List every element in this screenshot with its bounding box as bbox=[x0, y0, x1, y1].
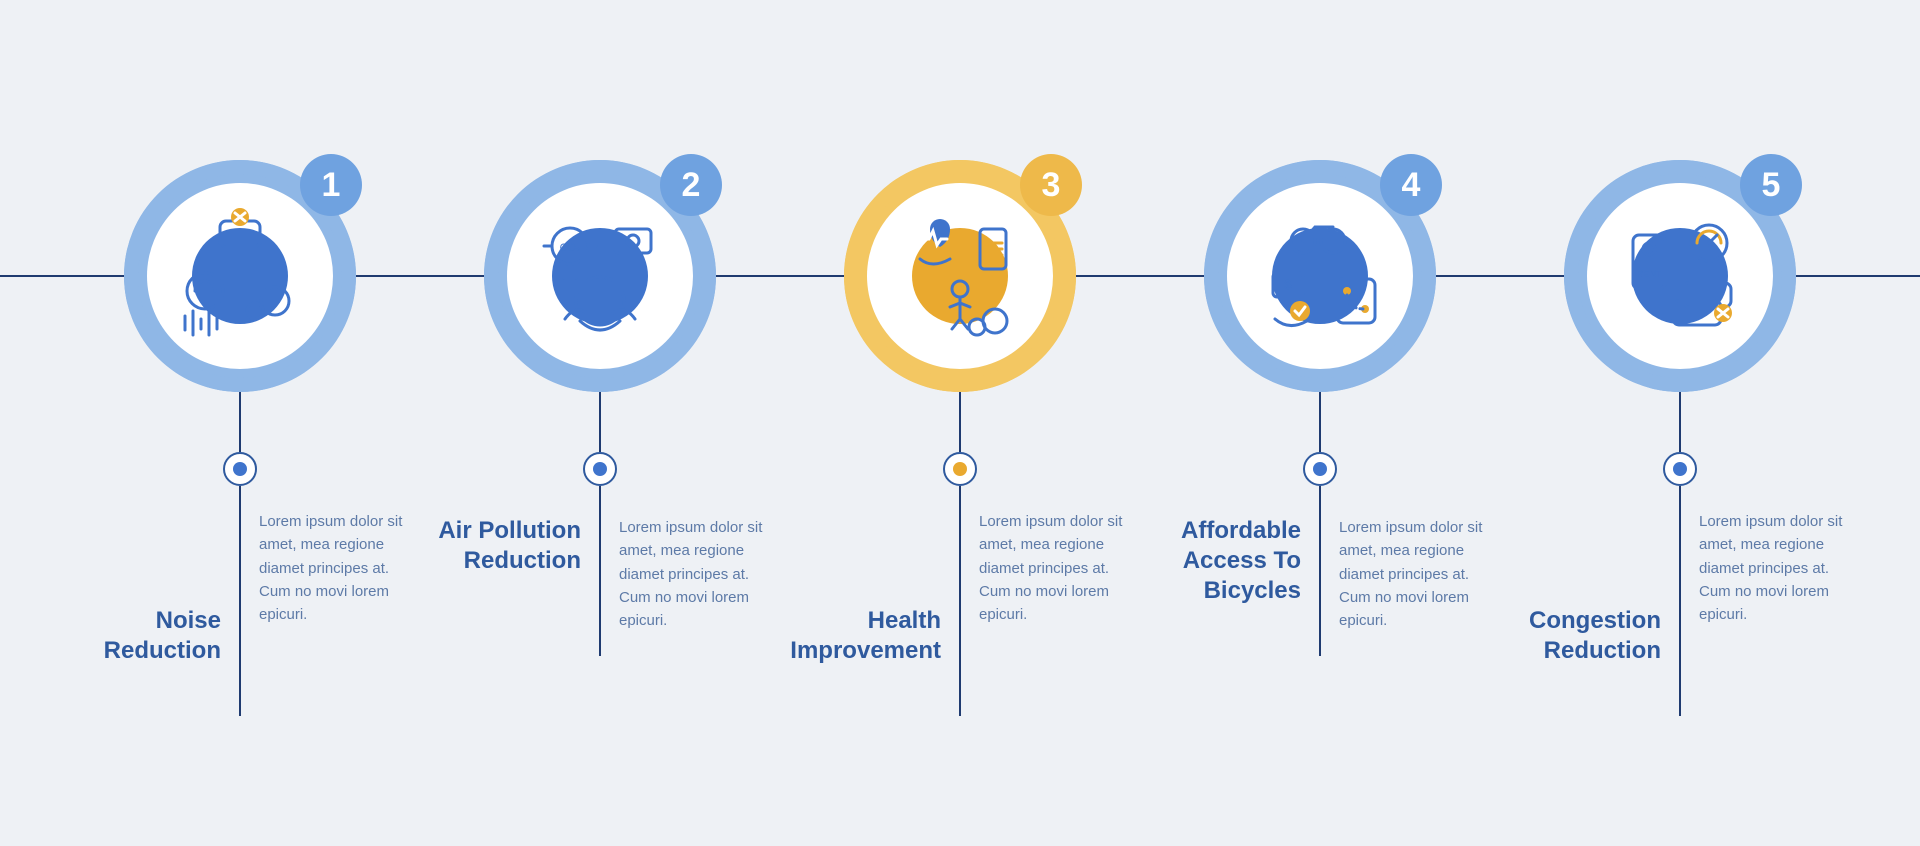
step-5-text: Congestion Reduction Lorem ipsum dolor s… bbox=[1500, 486, 1860, 716]
step-2-dot bbox=[583, 452, 617, 486]
step-1-node: 1 bbox=[124, 160, 356, 392]
step-4-stem bbox=[1319, 392, 1321, 452]
step-4-core bbox=[1272, 228, 1368, 324]
step-5-badge: 5 bbox=[1740, 154, 1802, 216]
step-5-number: 5 bbox=[1762, 166, 1781, 205]
step-3: 3 Health Improvement Lorem ipsum dolor s… bbox=[820, 160, 1100, 716]
step-5-dot bbox=[1663, 452, 1697, 486]
step-3-core bbox=[912, 228, 1008, 324]
step-5-inner: RENT bbox=[1587, 183, 1773, 369]
step-5-core bbox=[1632, 228, 1728, 324]
step-1-badge: 1 bbox=[300, 154, 362, 216]
step-4-node: $ 4 bbox=[1204, 160, 1436, 392]
step-2-core bbox=[552, 228, 648, 324]
step-3-badge: 3 bbox=[1020, 154, 1082, 216]
step-4-text: Affordable Access To Bicycles Lorem ipsu… bbox=[1140, 486, 1500, 656]
step-1-number: 1 bbox=[322, 166, 341, 205]
step-1-inner bbox=[147, 183, 333, 369]
step-3-number: 3 bbox=[1042, 166, 1061, 205]
step-4-dot bbox=[1303, 452, 1337, 486]
step-2-title: Air Pollution Reduction bbox=[420, 516, 581, 576]
step-4-number: 4 bbox=[1402, 166, 1421, 205]
step-2-stem bbox=[599, 392, 601, 452]
step-4-title: Affordable Access To Bicycles bbox=[1140, 516, 1301, 606]
step-2-node: CO₂ 2 bbox=[484, 160, 716, 392]
step-5-stem bbox=[1679, 392, 1681, 452]
step-1-body: Lorem ipsum dolor sit amet, mea regione … bbox=[259, 510, 420, 626]
step-3-stem bbox=[959, 392, 961, 452]
step-2-text: Air Pollution Reduction Lorem ipsum dolo… bbox=[420, 486, 780, 656]
step-4-inner: $ bbox=[1227, 183, 1413, 369]
step-1-title: Noise Reduction bbox=[60, 606, 221, 666]
step-5-title: Congestion Reduction bbox=[1500, 606, 1661, 666]
step-3-title: Health Improvement bbox=[780, 606, 941, 666]
step-4-body: Lorem ipsum dolor sit amet, mea regione … bbox=[1339, 516, 1500, 632]
step-1: 1 Noise Reduction Lorem ipsum dolor sit … bbox=[100, 160, 380, 716]
step-5-node: RENT 5 bbox=[1564, 160, 1796, 392]
step-1-dot bbox=[223, 452, 257, 486]
step-3-body: Lorem ipsum dolor sit amet, mea regione … bbox=[979, 510, 1140, 626]
step-5: RENT 5 Congestion Reduction Lorem ipsum … bbox=[1540, 160, 1820, 716]
step-2-number: 2 bbox=[682, 166, 701, 205]
step-2: CO₂ 2 Air Pollution Reduction Lorem ipsu… bbox=[460, 160, 740, 716]
infographic-canvas: 1 Noise Reduction Lorem ipsum dolor sit … bbox=[0, 0, 1920, 846]
step-1-text: Noise Reduction Lorem ipsum dolor sit am… bbox=[60, 486, 420, 716]
step-3-node: 3 bbox=[844, 160, 1076, 392]
step-2-badge: 2 bbox=[660, 154, 722, 216]
step-3-text: Health Improvement Lorem ipsum dolor sit… bbox=[780, 486, 1140, 716]
step-3-dot bbox=[943, 452, 977, 486]
step-5-body: Lorem ipsum dolor sit amet, mea regione … bbox=[1699, 510, 1860, 626]
step-3-inner bbox=[867, 183, 1053, 369]
step-2-body: Lorem ipsum dolor sit amet, mea regione … bbox=[619, 516, 780, 632]
items-row: 1 Noise Reduction Lorem ipsum dolor sit … bbox=[0, 160, 1920, 716]
step-1-stem bbox=[239, 392, 241, 452]
step-4: $ 4 Affordable Access To Bicycles Lorem … bbox=[1180, 160, 1460, 716]
step-2-inner: CO₂ bbox=[507, 183, 693, 369]
step-4-badge: 4 bbox=[1380, 154, 1442, 216]
step-1-core bbox=[192, 228, 288, 324]
